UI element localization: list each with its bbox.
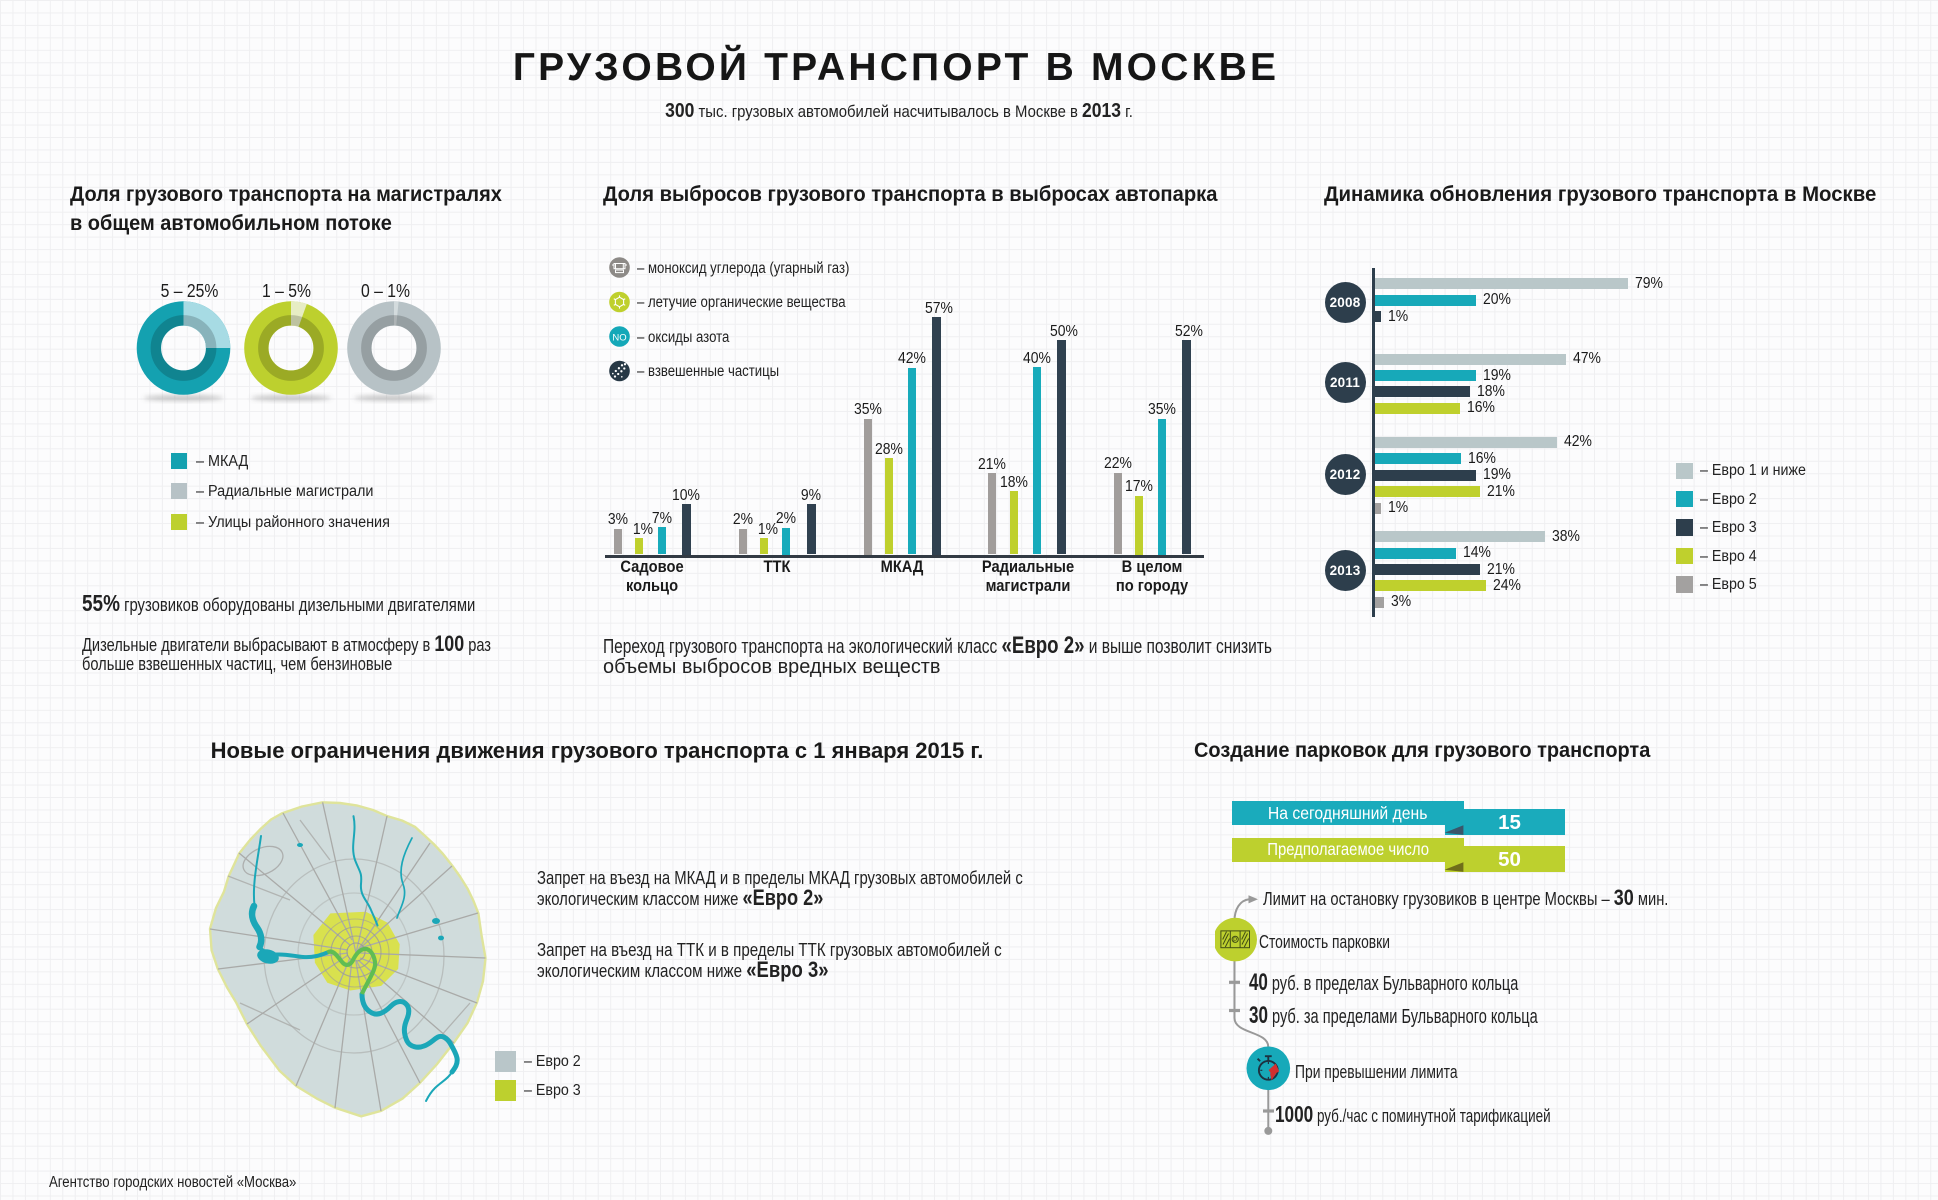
svg-text:NO: NO (612, 332, 626, 343)
svg-text:Р: Р (1233, 937, 1237, 944)
